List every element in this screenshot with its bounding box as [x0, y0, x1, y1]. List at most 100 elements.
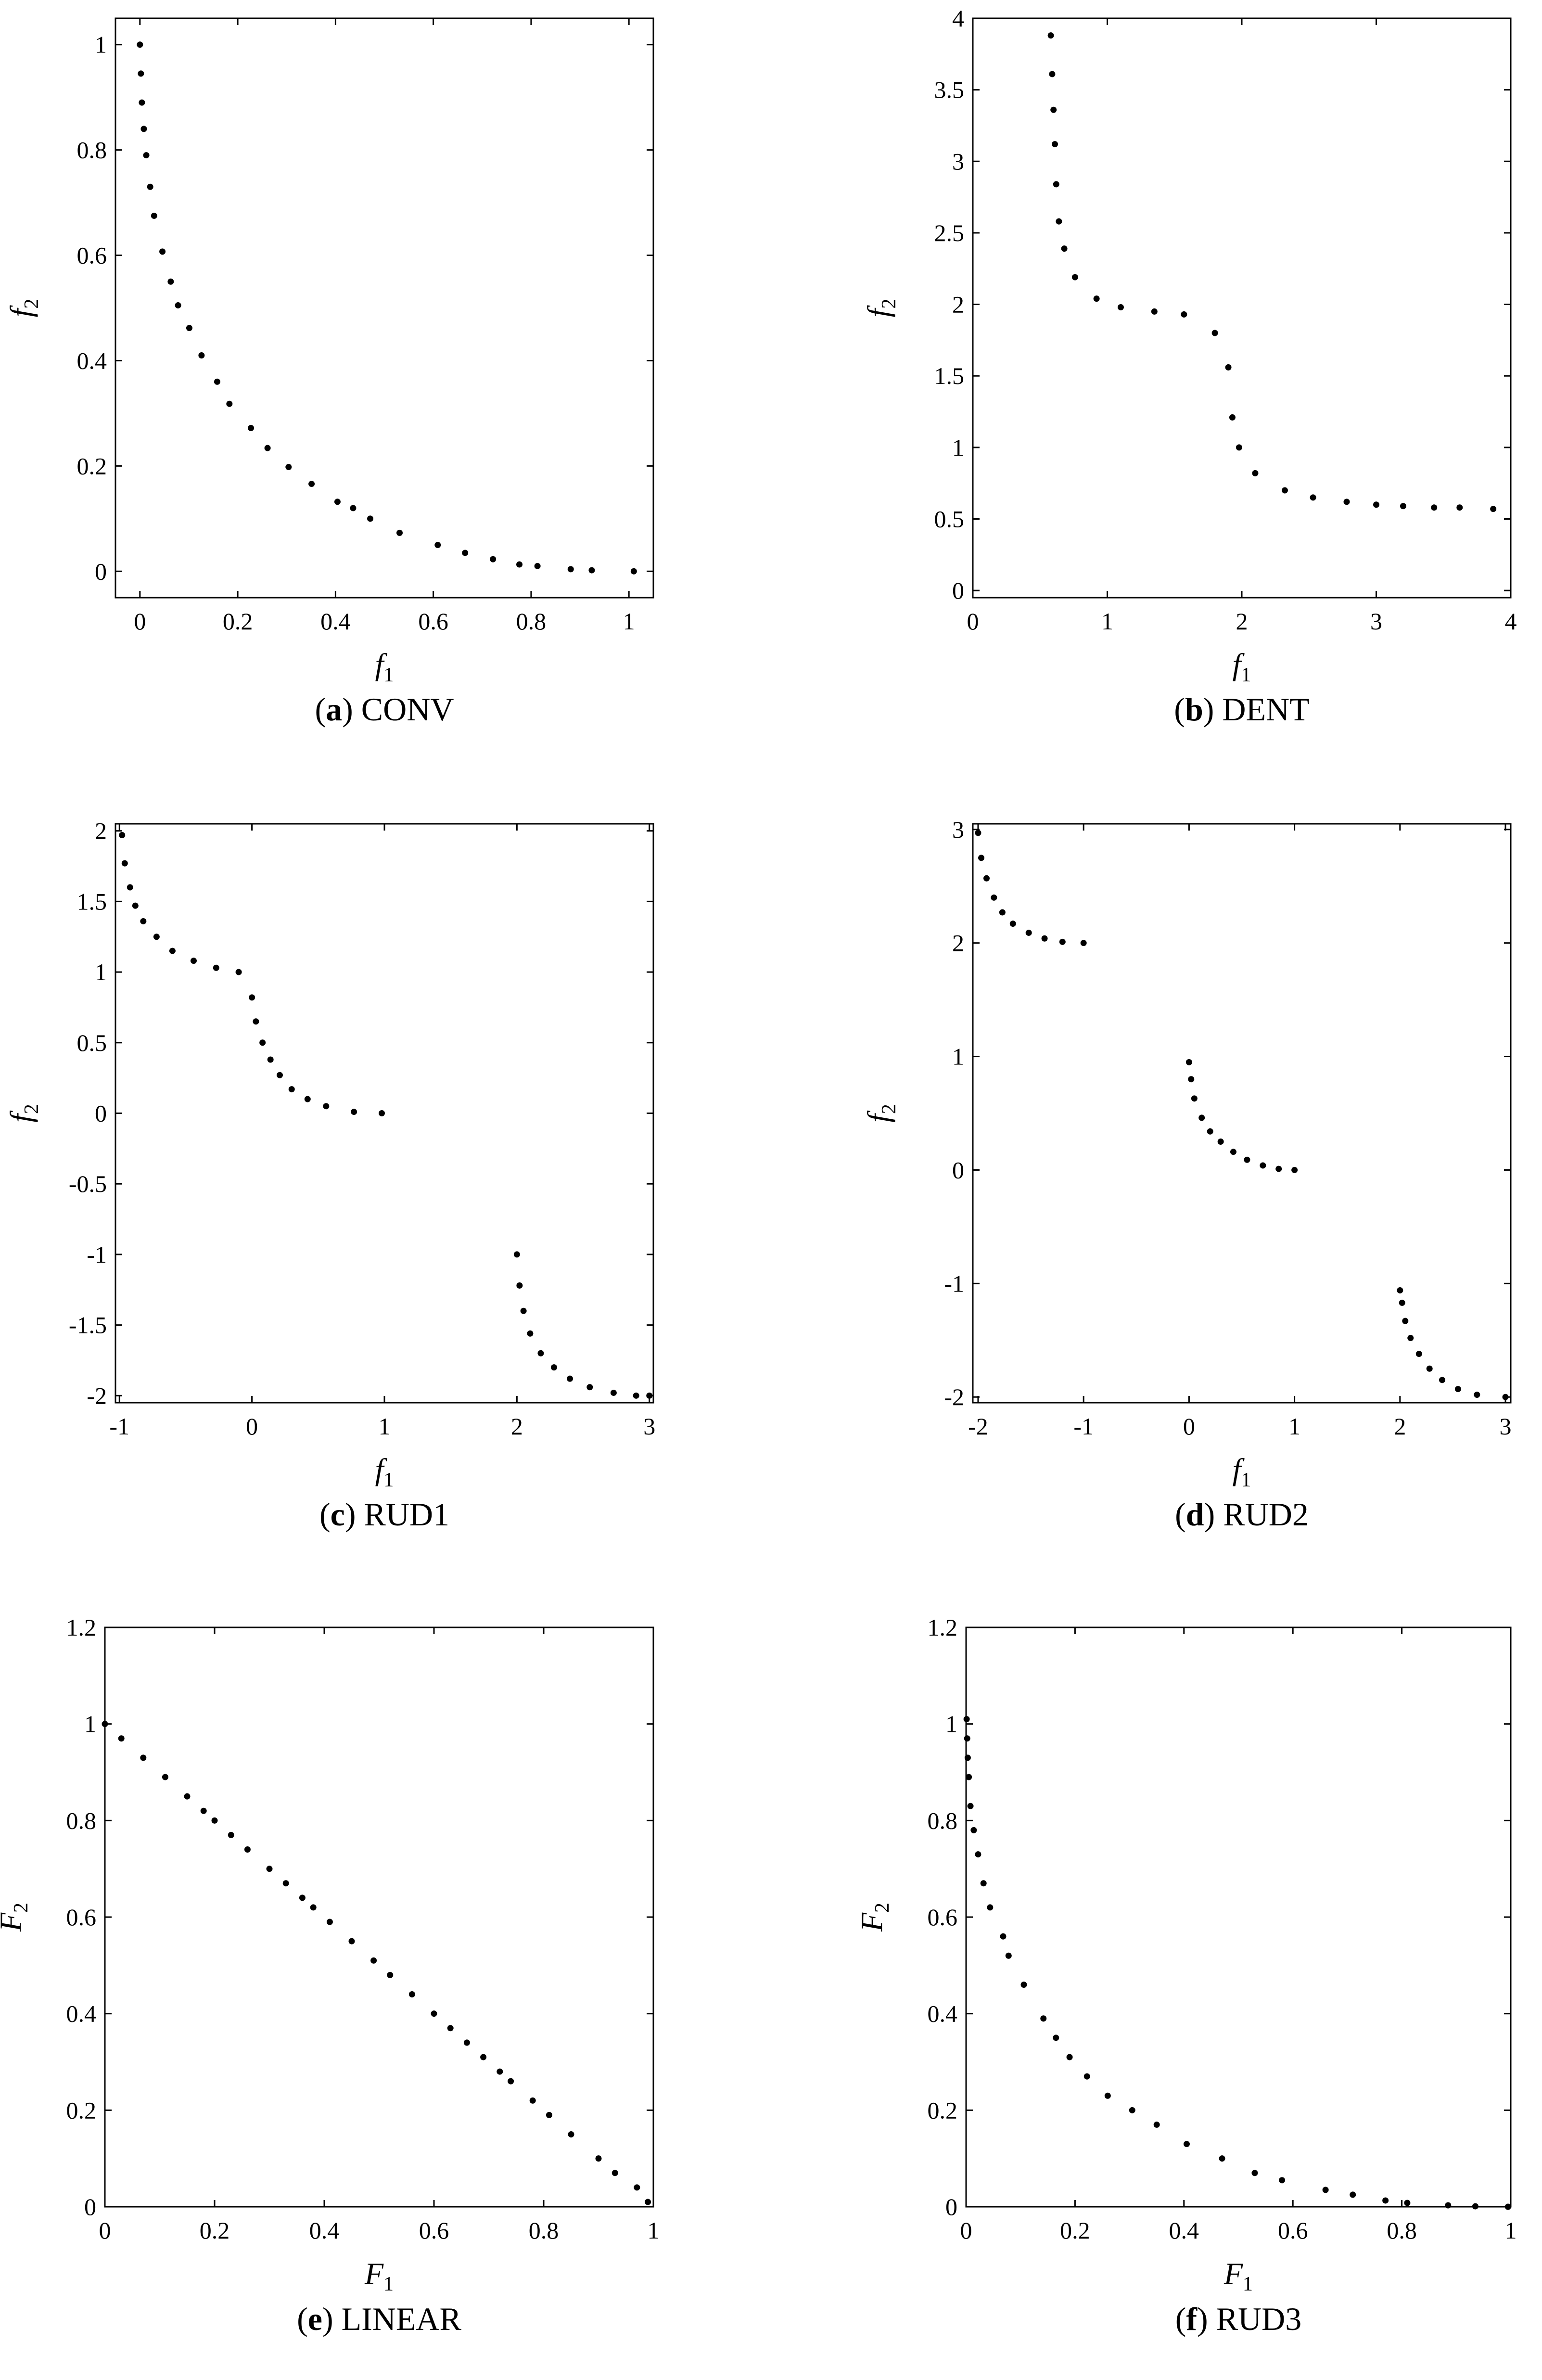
x-axis-label: F1 — [364, 2256, 394, 2295]
data-point — [1207, 1128, 1213, 1135]
y-tick-label: 0.5 — [934, 505, 965, 532]
data-point — [408, 1991, 415, 1998]
y-tick-label: 0 — [95, 1100, 107, 1127]
data-point — [304, 1096, 311, 1102]
data-point — [975, 1851, 981, 1858]
data-point — [348, 1938, 355, 1945]
x-tick-label: -1 — [1073, 1413, 1094, 1440]
data-point — [143, 152, 150, 159]
plot-frame — [972, 823, 1512, 1404]
data-point — [121, 860, 128, 867]
data-point — [1051, 141, 1058, 148]
data-point — [1104, 2092, 1111, 2099]
data-point — [1049, 71, 1056, 77]
caption: (e) LINEAR — [297, 2301, 461, 2337]
y-axis-label: F2 — [0, 1903, 32, 1932]
data-point — [1080, 940, 1087, 947]
data-point — [334, 499, 341, 505]
y-tick-label: 3.5 — [934, 77, 965, 103]
caption-name: ) RUD3 — [1197, 2301, 1301, 2337]
data-point — [169, 947, 176, 954]
y-tick-label: 0.8 — [928, 1807, 958, 1834]
x-tick-label: 0 — [960, 2217, 972, 2244]
x-tick-label: 0.8 — [516, 608, 547, 635]
data-point — [588, 567, 595, 574]
x-axis-label-subscript: 1 — [1241, 1469, 1251, 1491]
caption-letter: a — [326, 691, 342, 728]
data-point — [645, 2199, 651, 2205]
data-point — [186, 325, 192, 332]
data-point — [350, 505, 357, 512]
data-point — [634, 2184, 640, 2191]
x-tick-label: 0.8 — [1387, 2217, 1417, 2244]
data-point — [140, 126, 147, 132]
data-point — [1217, 1138, 1224, 1145]
data-point — [975, 830, 981, 836]
data-point — [1399, 1299, 1405, 1306]
y-tick-label: 2 — [952, 930, 964, 957]
data-point — [497, 2068, 503, 2075]
caption-letter: c — [331, 1496, 345, 1533]
data-point — [1117, 304, 1124, 311]
y-tick-label: 1 — [95, 959, 107, 985]
y-tick-label: 1.5 — [934, 362, 965, 389]
data-point — [1229, 414, 1236, 421]
data-point — [1225, 364, 1232, 371]
data-point — [1291, 1166, 1298, 1173]
data-point — [200, 1807, 207, 1814]
data-point — [175, 302, 181, 309]
data-point — [1129, 2107, 1135, 2113]
y-tick-label: 0 — [952, 577, 964, 604]
caption: (b) DENT — [1174, 691, 1309, 728]
data-point — [119, 832, 126, 838]
data-point — [1185, 1059, 1192, 1065]
data-point — [529, 2097, 536, 2104]
data-point — [1343, 499, 1350, 505]
y-tick-label: 2 — [952, 291, 964, 318]
data-point — [1047, 32, 1054, 39]
data-point — [462, 550, 469, 556]
data-point — [595, 2155, 602, 2162]
data-point — [1251, 2170, 1258, 2176]
data-point — [964, 1754, 971, 1761]
data-point — [299, 1894, 306, 1901]
x-tick-label: 3 — [643, 1413, 655, 1440]
caption-open-paren: ( — [1174, 691, 1185, 728]
data-point — [550, 1364, 557, 1371]
data-point — [1211, 330, 1218, 336]
data-point — [568, 2131, 574, 2137]
data-point — [480, 2054, 487, 2060]
data-point — [963, 1716, 970, 1723]
data-point — [198, 352, 205, 359]
x-tick-label: 0.6 — [1278, 2217, 1308, 2244]
y-tick-label: 0.4 — [77, 347, 107, 374]
data-point — [1041, 935, 1048, 942]
caption-open-paren: ( — [315, 691, 326, 728]
x-tick-label: 0 — [99, 2217, 111, 2244]
data-point — [490, 556, 497, 563]
y-tick-label: 0.5 — [77, 1029, 107, 1056]
x-axis-label-symbol: F — [364, 2256, 384, 2290]
data-point — [244, 1846, 251, 1853]
data-point — [1000, 1933, 1007, 1940]
y-tick-label: 0.4 — [928, 2000, 958, 2027]
data-point — [1198, 1114, 1205, 1121]
data-point — [431, 2010, 437, 2017]
data-point — [516, 1282, 523, 1289]
data-point — [159, 248, 166, 255]
data-point — [1050, 106, 1057, 113]
data-point — [434, 542, 441, 549]
y-tick-label: 3 — [952, 816, 964, 843]
data-point — [267, 1056, 274, 1063]
data-point — [259, 1039, 266, 1046]
data-point — [140, 918, 147, 924]
y-tick-label: 0 — [84, 2193, 96, 2220]
y-tick-label: 1 — [952, 1043, 964, 1070]
data-point — [140, 1754, 147, 1761]
data-point — [139, 99, 145, 106]
caption-name: ) CONV — [342, 691, 454, 728]
x-axis-label-subscript: 1 — [383, 1469, 394, 1491]
